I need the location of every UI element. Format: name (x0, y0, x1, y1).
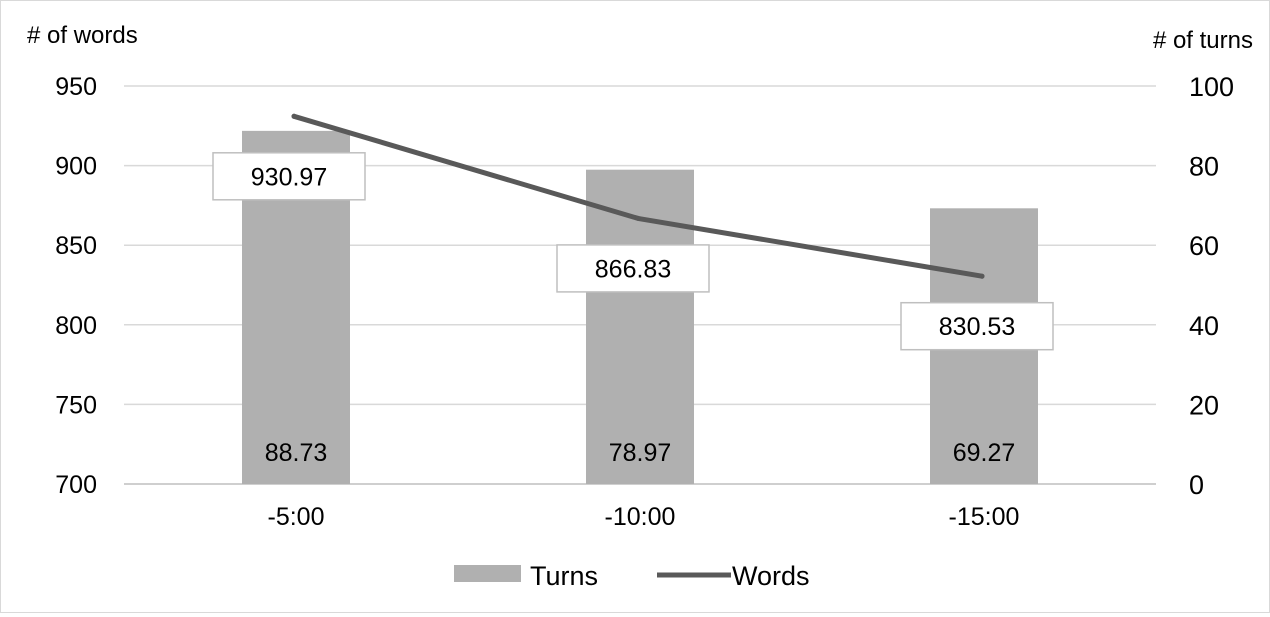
y-axis-right-title: # of turns (1153, 27, 1253, 54)
data-labels: 88.73 78.97 69.27 930.97 866.83 830.53 (212, 152, 1054, 467)
y-axis-left-title: # of words (27, 22, 138, 49)
bar-turns (586, 169, 694, 484)
axes: # of words # of turns 950900850800750700… (27, 22, 1253, 531)
x-category-label: -5:00 (268, 503, 325, 531)
y-tick-right-label: 60 (1189, 231, 1219, 261)
bar-data-label: 78.97 (609, 439, 672, 467)
data-label-box (212, 152, 366, 201)
line-data-label: 930.97 (251, 163, 327, 191)
y-tick-right-label: 80 (1189, 152, 1219, 182)
y-tick-right-label: 40 (1189, 311, 1219, 341)
y-tick-left-label: 850 (55, 232, 97, 260)
data-label-box (900, 301, 1054, 351)
legend-swatch-turns (454, 565, 521, 582)
y-tick-right-label: 20 (1189, 390, 1219, 420)
legend-label-turns: Turns (530, 561, 598, 591)
y-tick-left-label: 750 (55, 391, 97, 419)
y-tick-left-label: 700 (55, 471, 97, 499)
y-tick-right-label: 100 (1189, 72, 1234, 102)
y-tick-left-label: 800 (55, 312, 97, 340)
line-data-label: 866.83 (595, 255, 671, 283)
legend: Turns Words (454, 561, 810, 591)
y-tick-right-label: 0 (1189, 470, 1204, 500)
y-tick-left-label: 900 (55, 153, 97, 181)
bar-data-label: 69.27 (953, 439, 1016, 467)
x-category-label: -10:00 (605, 503, 676, 531)
data-label-box (556, 244, 710, 293)
bar-data-label: 88.73 (265, 439, 328, 467)
x-category-label: -15:00 (949, 503, 1020, 531)
legend-label-words: Words (732, 561, 810, 591)
line-data-label: 830.53 (939, 313, 1015, 341)
y-tick-left-label: 950 (55, 73, 97, 101)
words-point (635, 215, 641, 221)
words-point (979, 273, 985, 279)
words-line (291, 113, 985, 279)
words-point (291, 113, 297, 119)
